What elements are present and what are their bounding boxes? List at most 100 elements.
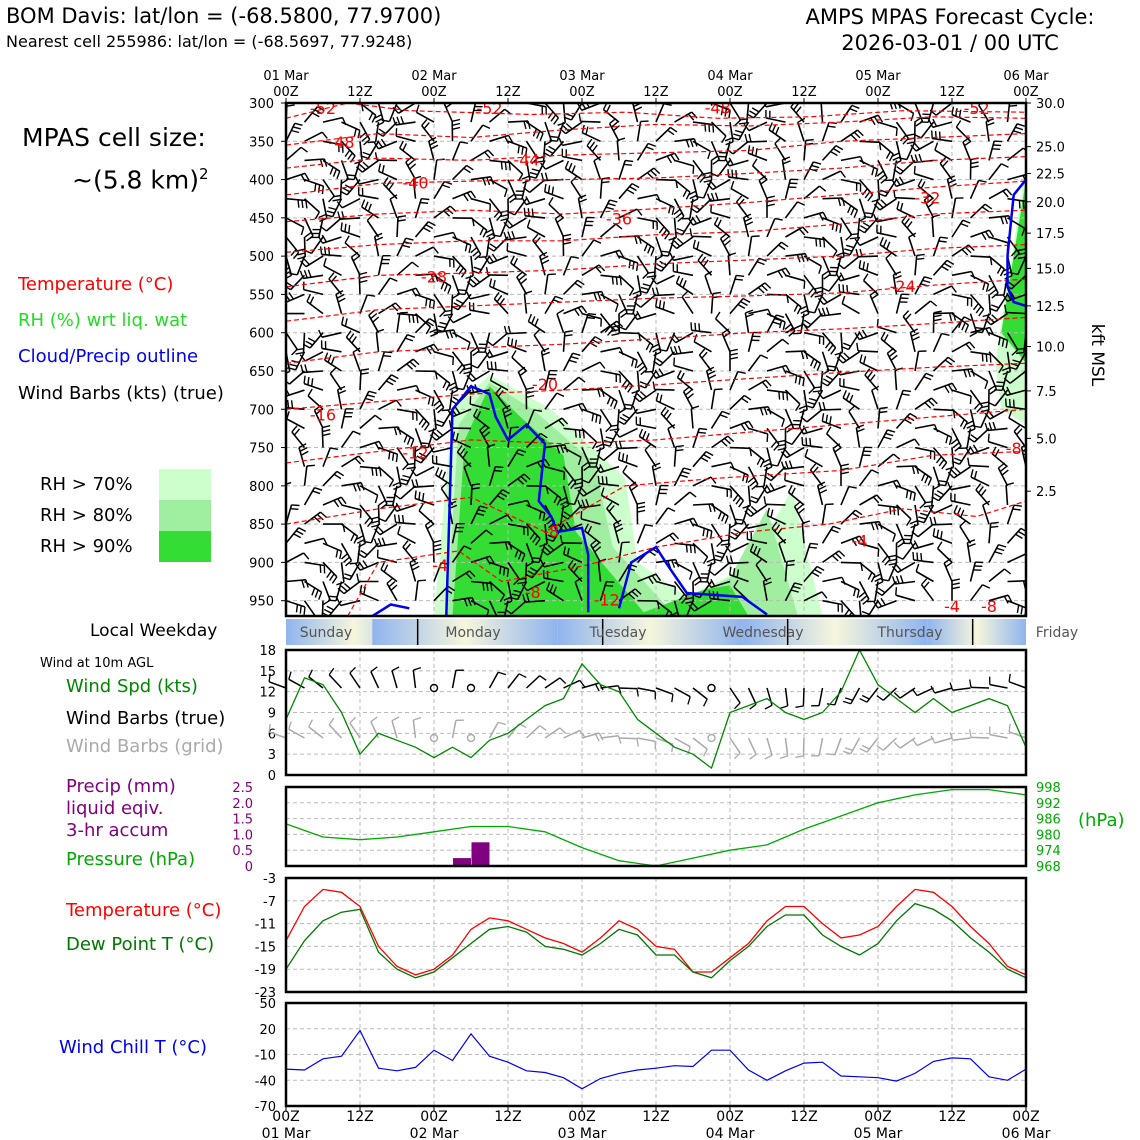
- wind-barb: [933, 427, 953, 446]
- wind-barb-feather: [690, 207, 698, 214]
- wind-barb-shaft: [982, 504, 990, 525]
- wind-barb-feather: [541, 347, 550, 352]
- wind-barb-feather: [850, 134, 858, 141]
- wind-barb-feather: [300, 226, 305, 236]
- wind-barb: [286, 470, 287, 486]
- wind-barb-feather: [639, 290, 648, 294]
- wind-barb-shaft: [710, 523, 724, 542]
- wind-barb: [414, 579, 426, 601]
- wind-barb: [869, 290, 879, 314]
- wind-barb-feather: [696, 172, 704, 180]
- wind-barb: [880, 331, 898, 353]
- wind-barb-shaft: [507, 499, 528, 506]
- wind-barb: [660, 236, 676, 257]
- wind-barb-feather: [950, 438, 958, 445]
- wind-barb-shaft: [970, 370, 989, 382]
- wind-barb-feather: [291, 425, 298, 433]
- wind-barb-shaft: [304, 158, 325, 162]
- wind-barb-feather: [344, 318, 348, 327]
- wind-barb: [455, 370, 472, 391]
- wind-barb-feather: [577, 307, 584, 315]
- wind-barb-feather: [835, 273, 841, 282]
- wind-barb: [636, 103, 638, 104]
- wind-barb-shaft: [676, 236, 694, 250]
- wind-barb-shaft: [674, 159, 694, 167]
- wind-barb-shaft: [1025, 581, 1026, 583]
- wind-barb-feather: [618, 451, 621, 461]
- wind-barb-feather: [326, 605, 335, 611]
- wind-barb-shaft: [396, 384, 417, 391]
- wind-barb-grid-feather: [969, 729, 972, 738]
- wind-barb-feather: [745, 221, 754, 226]
- temp-contour-label: -40: [402, 173, 428, 192]
- wind-barb-feather: [504, 608, 512, 615]
- wind-barb-feather: [496, 495, 505, 501]
- wind-barb-feather: [988, 229, 995, 238]
- wind-barb-feather: [736, 569, 740, 578]
- wind-barb-shaft: [729, 420, 749, 430]
- wind-barb: [336, 562, 345, 586]
- wind-barb-feather: [758, 257, 767, 262]
- wind-barb-feather: [565, 113, 574, 118]
- wind-barb-shaft: [988, 568, 1006, 583]
- wind-barb-feather: [679, 277, 684, 286]
- wind-barb-feather: [504, 162, 507, 171]
- wind-barb-grid: [674, 737, 691, 748]
- wind-barb: [544, 295, 564, 315]
- wind-barb-feather: [506, 568, 510, 577]
- wind-barb-shaft: [821, 236, 838, 252]
- wind-barb-shaft: [613, 523, 620, 544]
- wind-barb: [840, 178, 862, 192]
- wind-barb-shaft: [543, 561, 564, 568]
- wind-barb: [670, 236, 694, 250]
- wind-barb-shaft: [729, 275, 737, 295]
- wind-barb-grid-feather: [842, 750, 851, 755]
- wind-barb-feather: [749, 480, 757, 487]
- wind-barb-shaft: [593, 160, 602, 180]
- wind-barb-feather: [778, 391, 781, 400]
- wind-barb-feather: [878, 174, 886, 181]
- wind-barb: [415, 104, 435, 123]
- wind-barb: [327, 581, 343, 602]
- wind-barb-feather: [594, 546, 602, 553]
- wind-barb: [485, 266, 509, 277]
- wind-barb-shaft: [288, 370, 306, 385]
- wind-barb-feather: [713, 558, 722, 562]
- wind-barb-grid-feather: [349, 716, 356, 724]
- wind-barb: [528, 160, 546, 179]
- wind-barb-feather: [687, 113, 695, 121]
- wind-barb: [987, 274, 999, 299]
- wind-barb-feather: [871, 385, 880, 391]
- wind-barb-shaft: [433, 370, 451, 384]
- wind-barb: [821, 503, 834, 525]
- wind-barb-feather: [913, 133, 922, 139]
- wind-barb-feather: [784, 440, 793, 446]
- wind-barb-shaft: [1007, 580, 1026, 583]
- wind-barb-shaft: [380, 568, 398, 583]
- temp-contour-label: -44: [513, 150, 539, 169]
- wind-barb: [863, 198, 879, 219]
- wind-barb-feather: [563, 546, 567, 555]
- wind-barb-shaft: [451, 545, 465, 563]
- wind-barb-shaft: [618, 542, 623, 563]
- wind-barb: [396, 215, 407, 238]
- wind-barb-feather: [286, 274, 292, 280]
- wind-barb: [864, 368, 879, 391]
- wind-barb-feather: [842, 251, 851, 256]
- wind-barb: [826, 351, 842, 372]
- wind-barb-true-feather: [594, 683, 600, 692]
- wind-barb: [628, 481, 639, 506]
- wind-barb-feather: [1017, 256, 1026, 260]
- wind-barb: [959, 520, 972, 544]
- wind-barb-shaft: [361, 159, 379, 173]
- wind-barb-feather: [540, 255, 549, 261]
- wind-barb: [892, 271, 902, 295]
- wind-barb-feather: [503, 325, 508, 334]
- wind-barb-feather: [615, 223, 623, 230]
- wind-barb-feather: [433, 547, 442, 552]
- wind-barb-feather: [902, 310, 910, 317]
- wind-barb-shaft: [732, 140, 750, 155]
- wind-barb-feather: [468, 570, 476, 578]
- wind-barb: [837, 255, 861, 270]
- wind-barb: [692, 542, 709, 565]
